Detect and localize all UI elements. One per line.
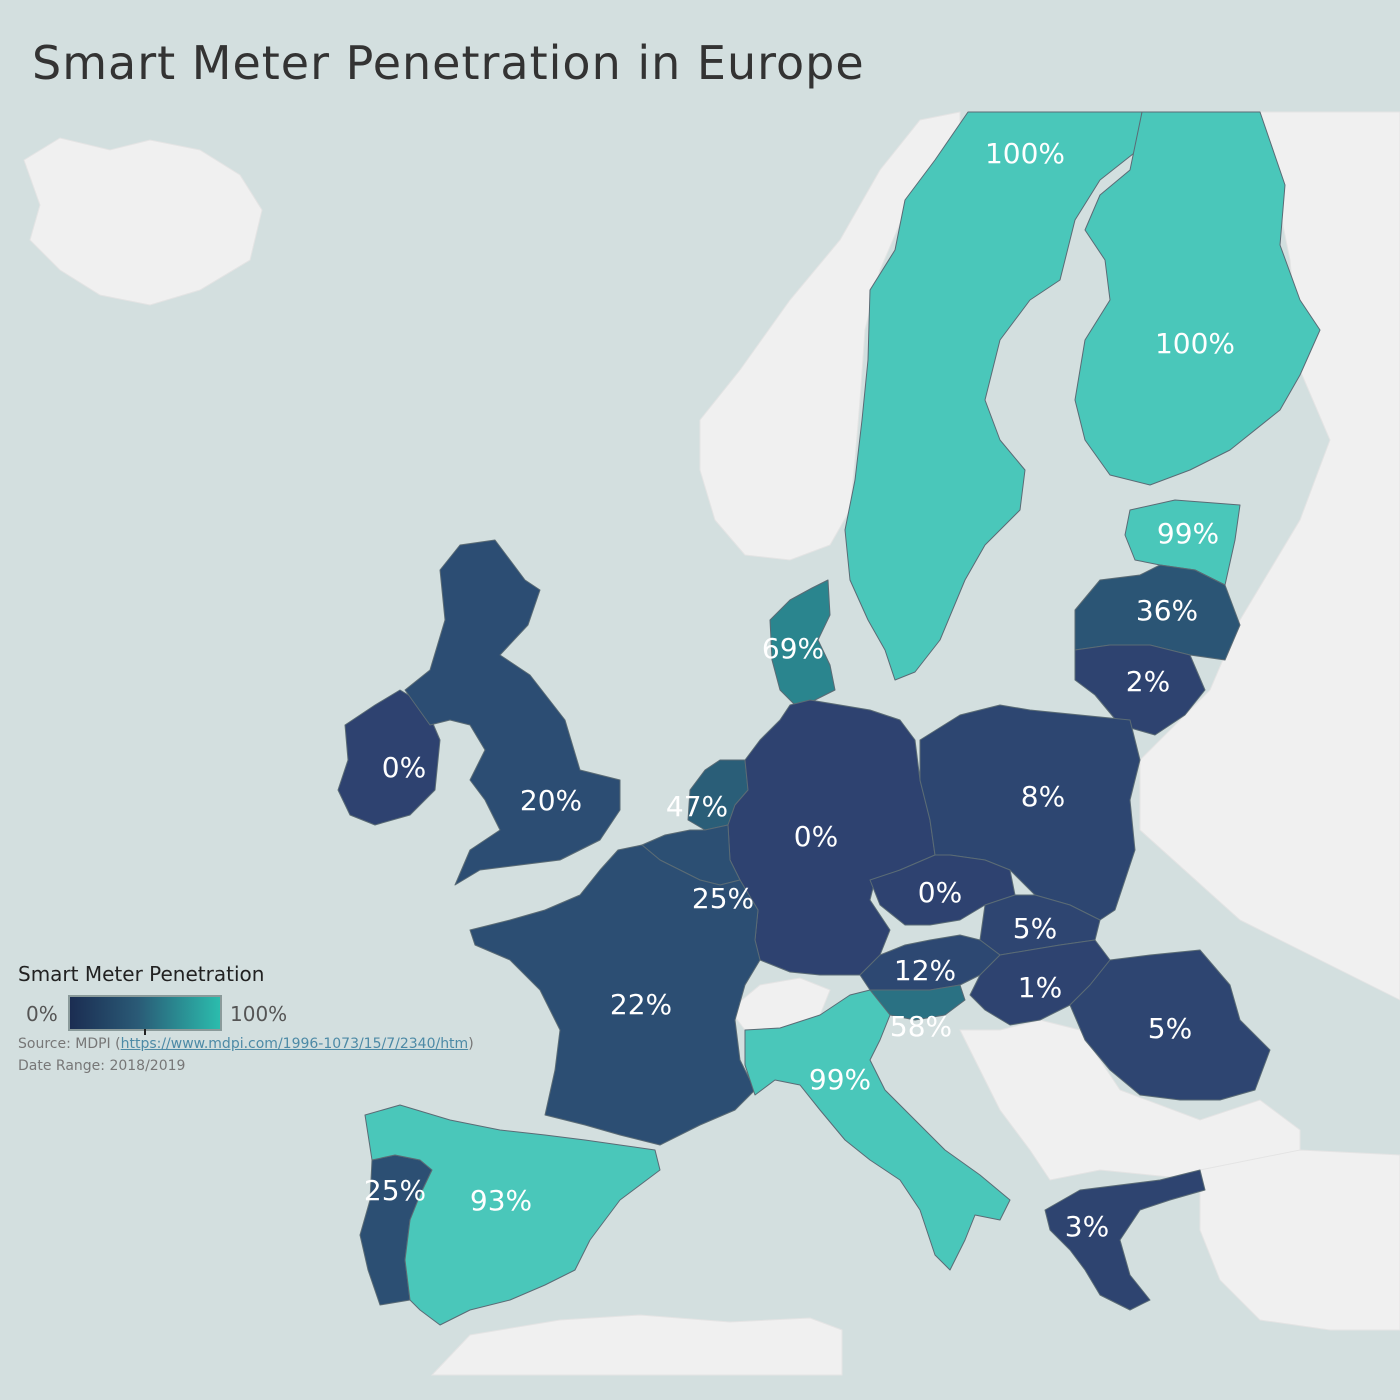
value-labels: 100% 100% 99% 36% 2% 69% 0% 20% 47% 0% 8% 25% 0% 5% 12… bbox=[364, 137, 1235, 1243]
iceland-shape bbox=[23, 137, 263, 306]
source-prefix: Source: MDPI ( bbox=[18, 1036, 121, 1052]
value-label-lithuania: 2% bbox=[1126, 665, 1170, 698]
country-greece[interactable] bbox=[1044, 1169, 1206, 1311]
value-label-italy: 99% bbox=[809, 1063, 871, 1096]
background-land bbox=[23, 111, 1400, 1376]
country-france[interactable] bbox=[469, 844, 761, 1146]
source-link[interactable]: https://www.mdpi.com/1996-1073/15/7/2340… bbox=[120, 1036, 469, 1052]
turkey-shape bbox=[1199, 1149, 1400, 1331]
country-ireland[interactable] bbox=[337, 689, 441, 826]
source-suffix: ) bbox=[468, 1036, 474, 1052]
country-shapes bbox=[337, 111, 1321, 1326]
value-label-czechia: 0% bbox=[918, 876, 962, 909]
source-note: Source: MDPI (https://www.mdpi.com/1996-… bbox=[18, 1036, 538, 1052]
africa-north-shape bbox=[430, 1314, 843, 1376]
country-finland[interactable] bbox=[1074, 111, 1321, 486]
country-spain[interactable] bbox=[364, 1104, 661, 1326]
value-label-estonia: 99% bbox=[1157, 517, 1219, 550]
date-range: Date Range: 2018/2019 bbox=[18, 1058, 186, 1074]
value-label-austria: 12% bbox=[894, 954, 956, 987]
value-label-portugal: 25% bbox=[364, 1174, 426, 1207]
legend-scale: 0% 100% bbox=[18, 992, 538, 1035]
value-label-slovakia: 5% bbox=[1013, 912, 1057, 945]
legend-tick bbox=[144, 1029, 146, 1035]
value-label-hungary: 1% bbox=[1018, 971, 1062, 1004]
value-label-sweden: 100% bbox=[985, 137, 1065, 170]
value-label-poland: 8% bbox=[1021, 780, 1065, 813]
value-label-germany: 0% bbox=[794, 820, 838, 853]
value-label-denmark: 69% bbox=[762, 632, 824, 665]
country-romania[interactable] bbox=[1069, 949, 1271, 1101]
value-label-belgium: 25% bbox=[692, 882, 754, 915]
value-label-romania: 5% bbox=[1148, 1012, 1192, 1045]
legend-color-bar bbox=[68, 995, 222, 1031]
value-label-latvia: 36% bbox=[1136, 594, 1198, 627]
value-label-ireland: 0% bbox=[382, 751, 426, 784]
value-label-finland: 100% bbox=[1155, 327, 1235, 360]
country-italy[interactable] bbox=[744, 989, 1011, 1271]
legend-max-label: 100% bbox=[230, 1002, 288, 1026]
page-title: Smart Meter Penetration in Europe bbox=[32, 36, 865, 90]
value-label-slovenia: 58% bbox=[890, 1010, 952, 1043]
legend-title: Smart Meter Penetration bbox=[18, 962, 265, 986]
value-label-netherlands: 47% bbox=[666, 790, 728, 823]
country-denmark[interactable] bbox=[769, 579, 836, 706]
value-label-united-kingdom: 20% bbox=[520, 784, 582, 817]
country-united-kingdom[interactable] bbox=[404, 539, 621, 886]
country-slovenia[interactable] bbox=[869, 984, 966, 1021]
legend: Smart Meter Penetration 0% 100% Source: … bbox=[18, 962, 538, 1074]
country-lithuania[interactable] bbox=[1074, 644, 1206, 736]
country-sweden[interactable] bbox=[844, 111, 1143, 681]
value-label-greece: 3% bbox=[1065, 1210, 1109, 1243]
value-label-france: 22% bbox=[610, 988, 672, 1021]
value-label-spain: 93% bbox=[470, 1184, 532, 1217]
legend-min-label: 0% bbox=[26, 1002, 58, 1026]
